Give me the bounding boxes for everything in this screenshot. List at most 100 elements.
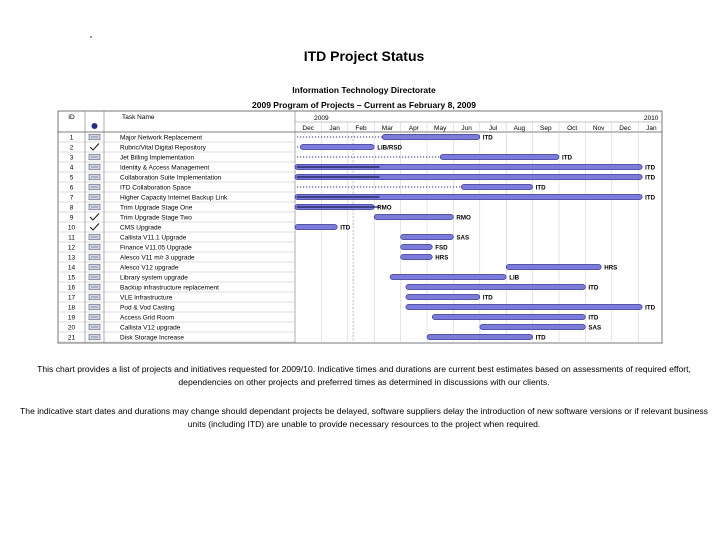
task-bar — [381, 134, 481, 140]
task-bar — [294, 194, 643, 200]
month-label: Oct — [567, 125, 577, 132]
task-bar — [461, 184, 533, 190]
task-bar — [431, 314, 586, 320]
month-label: Mar — [382, 125, 394, 132]
info-header-icon — [91, 123, 98, 129]
month-label: Apr — [409, 125, 420, 132]
task-bar-label: ITD — [645, 304, 655, 311]
task-bar-label: RMO — [377, 204, 392, 211]
task-id: 3 — [70, 155, 74, 162]
task-id: 17 — [68, 295, 76, 302]
task-id: 2 — [70, 145, 74, 152]
task-name: VLE Infrastructure — [120, 295, 173, 302]
task-bar — [405, 294, 481, 300]
task-name: Rubric/Vital Digital Repository — [120, 145, 207, 152]
task-bar-label: HRS — [604, 264, 617, 271]
task-id: 14 — [68, 265, 76, 272]
task-bar-label: ITD — [588, 284, 598, 291]
task-bar-label: ITD — [483, 134, 493, 141]
task-bar — [373, 214, 454, 220]
task-bar — [389, 274, 507, 280]
month-label: Dec — [619, 125, 631, 132]
task-id: 1 — [70, 135, 74, 142]
task-name: Higher Capacity Internet Backup Link — [120, 195, 228, 202]
task-id: 8 — [70, 205, 74, 212]
task-bar — [426, 334, 533, 340]
task-id: 4 — [70, 165, 74, 172]
task-bar-label: RMO — [456, 214, 471, 221]
task-id: 13 — [68, 255, 76, 262]
task-bar — [505, 264, 602, 270]
task-id: 20 — [68, 325, 76, 332]
page-title: ITD Project Status — [303, 48, 425, 64]
month-label: May — [434, 125, 447, 132]
task-id: 19 — [68, 315, 76, 322]
month-label: Jun — [461, 125, 472, 132]
page-subtitle-program: 2009 Program of Projects – Current as Fe… — [252, 100, 476, 110]
task-id: 21 — [68, 335, 76, 342]
task-id: 11 — [68, 235, 75, 242]
checkmark-icon — [89, 223, 100, 231]
task-id: 9 — [70, 215, 74, 222]
task-id: 7 — [70, 195, 74, 202]
task-name: Collaboration Suite Implementation — [120, 175, 222, 182]
task-bar-label: ITD — [588, 314, 598, 321]
task-bar-label: SAS — [588, 324, 601, 331]
checkmark-icon — [89, 213, 100, 221]
year-label: 2009 — [314, 115, 329, 122]
task-bar — [294, 174, 643, 180]
task-bar-label: LIB/RSD — [377, 144, 402, 151]
task-name: Jet Billing Implementation — [120, 155, 194, 162]
task-bar-label: ITD — [645, 194, 655, 201]
task-bar-label: ITD — [536, 184, 546, 191]
task-bar — [400, 254, 433, 260]
chart-description: This chart provides a list of projects a… — [37, 364, 691, 387]
task-bar — [294, 224, 338, 230]
task-bar-label: ITD — [645, 174, 655, 181]
chart-disclaimer: The indicative start dates and durations… — [20, 406, 708, 429]
month-label: Nov — [593, 125, 605, 132]
task-id: 12 — [68, 245, 76, 252]
task-name: Alesco V11 m/r 3 upgrade — [120, 255, 195, 262]
month-label: Aug — [514, 125, 526, 132]
task-bar — [405, 284, 586, 290]
task-bar — [439, 154, 560, 160]
task-bar-label: HRS — [435, 254, 448, 261]
checkmark-icon — [89, 143, 100, 151]
task-bar-label: ITD — [483, 294, 493, 301]
task-bar-label: FSD — [435, 244, 448, 251]
task-name: Disk Storage Increase — [120, 335, 184, 342]
year-label: 2010 — [644, 115, 659, 122]
task-id: 6 — [70, 185, 74, 192]
task-id: 16 — [68, 285, 76, 292]
task-name: Library system upgrade — [120, 275, 188, 282]
stray-dot — [90, 36, 92, 38]
task-name: Trim Upgrade Stage Two — [120, 215, 192, 222]
task-bar — [405, 304, 643, 310]
task-id: 5 — [70, 175, 74, 182]
month-label: Sep — [540, 125, 552, 132]
task-name: Trim Upgrade Stage One — [120, 205, 193, 212]
task-bar — [294, 164, 643, 170]
month-label: Feb — [355, 125, 367, 132]
column-header-task: Task Name — [122, 114, 155, 121]
task-bar-label: LIB — [509, 274, 519, 281]
task-id: 15 — [68, 275, 76, 282]
task-name: Callista V12 upgrade — [120, 325, 181, 332]
task-name: Backup infrastructure replacement — [120, 285, 219, 292]
task-name: Callista V11.1 Upgrade — [120, 235, 187, 242]
month-label: Dec — [302, 125, 314, 132]
task-bar-label: ITD — [562, 154, 572, 161]
page-subtitle-directorate: Information Technology Directorate — [292, 85, 436, 95]
task-name: Alesco V12 upgrade — [120, 265, 179, 272]
task-id: 18 — [68, 305, 76, 312]
task-name: Finance V11.05 Upgrade — [120, 245, 192, 252]
month-label: Jan — [646, 125, 657, 132]
task-bar — [400, 234, 454, 240]
task-bar — [479, 324, 586, 330]
task-name: Major Network Replacement — [120, 135, 202, 142]
task-name: Pod & Vod Casting — [120, 305, 175, 312]
task-bar-label: ITD — [645, 164, 655, 171]
task-bar-label: SAS — [456, 234, 469, 241]
month-label: Jan — [329, 125, 340, 132]
